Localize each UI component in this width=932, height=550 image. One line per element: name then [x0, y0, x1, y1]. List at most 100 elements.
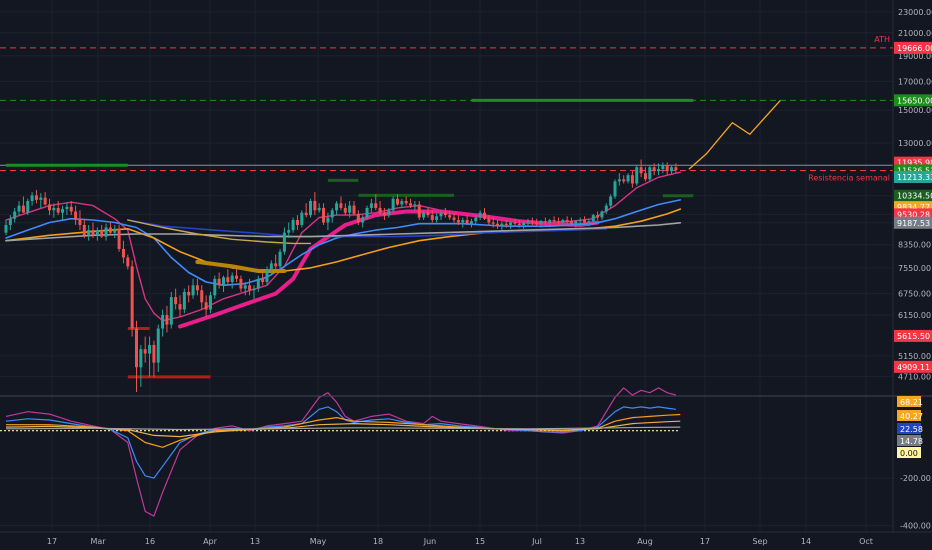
candle-body-6 [30, 195, 34, 202]
candle-body-39 [174, 297, 178, 305]
price-label-8: 9187.53 [894, 216, 932, 229]
candle-6 [30, 192, 34, 206]
candle-body-1 [8, 218, 12, 225]
candle-body-101 [443, 212, 447, 216]
candle-body-113 [496, 223, 500, 227]
candle-17 [78, 210, 82, 231]
candle-body-140 [613, 181, 617, 197]
candle-body-99 [435, 216, 439, 220]
candle-52 [230, 272, 234, 289]
osc-label-bg-0 [897, 396, 921, 407]
candle-body-149 [652, 167, 656, 172]
candle-9 [43, 192, 47, 206]
price-label-bg-5 [894, 189, 932, 202]
time-tick-2: 16 [145, 537, 155, 546]
candle-22 [100, 224, 104, 238]
candle-body-8 [39, 197, 43, 200]
candle-152 [665, 162, 669, 176]
candle-81 [356, 210, 360, 225]
candle-body-109 [478, 212, 482, 218]
candle-body-15 [69, 206, 73, 212]
candle-body-47 [208, 295, 212, 310]
oscillator-line-3 [5, 420, 681, 438]
price-label-0: 19666.00 [894, 41, 932, 54]
candle-body-153 [670, 167, 674, 172]
price-label-text-10: 4909.11 [897, 363, 930, 372]
candle-67 [295, 215, 299, 231]
candle-16 [74, 205, 78, 225]
osc-label-0: 68.21 [897, 396, 923, 407]
candle-1 [8, 215, 12, 231]
candle-104 [456, 215, 460, 225]
osc-label-2: 22.58 [897, 423, 923, 434]
candle-70 [309, 198, 312, 218]
time-tick-12: 17 [700, 537, 710, 546]
time-axis[interactable]: 17 Mar 16 Apr 13 May 18 Jun 15 Jul 13 Aug 17 Sep 14 Oct [47, 537, 873, 546]
candle-body-110 [483, 212, 486, 219]
candle-90 [396, 194, 399, 206]
candle-body-59 [261, 278, 265, 283]
candle-120 [526, 218, 530, 227]
moving-average-2 [5, 199, 682, 287]
price-label-bg-1 [894, 94, 932, 107]
candle-93 [409, 198, 413, 208]
candle-92 [404, 196, 408, 206]
candle-body-86 [378, 207, 382, 213]
candle-body-28 [126, 257, 130, 267]
candle-body-122 [535, 222, 539, 224]
price-tick-9: 8350.00 [898, 241, 931, 250]
candle-3 [17, 201, 21, 216]
candle-8 [39, 193, 43, 208]
candle-body-105 [461, 219, 465, 223]
time-tick-11: Aug [637, 537, 653, 546]
candle-72 [317, 203, 321, 213]
candle-body-5 [26, 201, 30, 213]
oscillator-axis[interactable]: -200.00 -400.00 [900, 474, 931, 530]
candle-82 [361, 215, 365, 228]
price-label-bg-0 [894, 41, 932, 54]
candle-83 [365, 205, 369, 220]
candle-61 [269, 260, 273, 276]
candle-body-14 [65, 206, 69, 210]
candle-129 [565, 216, 569, 224]
candle-body-117 [513, 222, 517, 224]
candle-body-132 [578, 219, 582, 222]
price-label-text-6: 9834.77 [897, 203, 930, 212]
candle-body-82 [361, 217, 365, 223]
candle-57 [252, 285, 256, 299]
candle-body-40 [178, 304, 182, 310]
candle-36 [161, 309, 165, 337]
candle-112 [491, 217, 495, 228]
candle-18 [82, 219, 86, 238]
candle-130 [570, 217, 573, 225]
candle-108 [474, 215, 478, 225]
moving-average-7 [127, 219, 312, 245]
candle-68 [300, 210, 304, 228]
candle-73 [322, 203, 326, 225]
candle-109 [478, 210, 482, 220]
osc-label-bg-2 [897, 423, 921, 434]
candle-115 [504, 219, 508, 228]
candle-body-22 [100, 230, 104, 237]
candle-2 [13, 207, 17, 223]
candle-121 [530, 217, 534, 225]
candle-body-67 [295, 219, 299, 225]
price-label-text-0: 19666.00 [897, 44, 932, 53]
candle-102 [448, 210, 452, 220]
candle-body-77 [339, 203, 343, 208]
candle-154 [674, 163, 678, 174]
candle-body-128 [561, 219, 565, 223]
osc-label-text-0: 68.21 [900, 398, 923, 407]
candle-96 [422, 210, 426, 220]
candle-body-25 [113, 228, 117, 233]
candle-body-100 [439, 212, 443, 217]
candle-body-124 [543, 221, 547, 223]
candle-98 [430, 210, 434, 223]
price-label-bg-10 [894, 360, 932, 373]
candle-body-37 [165, 315, 169, 325]
annotation-resistencia: Resistencia semanal [808, 173, 890, 182]
candle-body-119 [522, 222, 526, 225]
candle-56 [248, 278, 252, 296]
